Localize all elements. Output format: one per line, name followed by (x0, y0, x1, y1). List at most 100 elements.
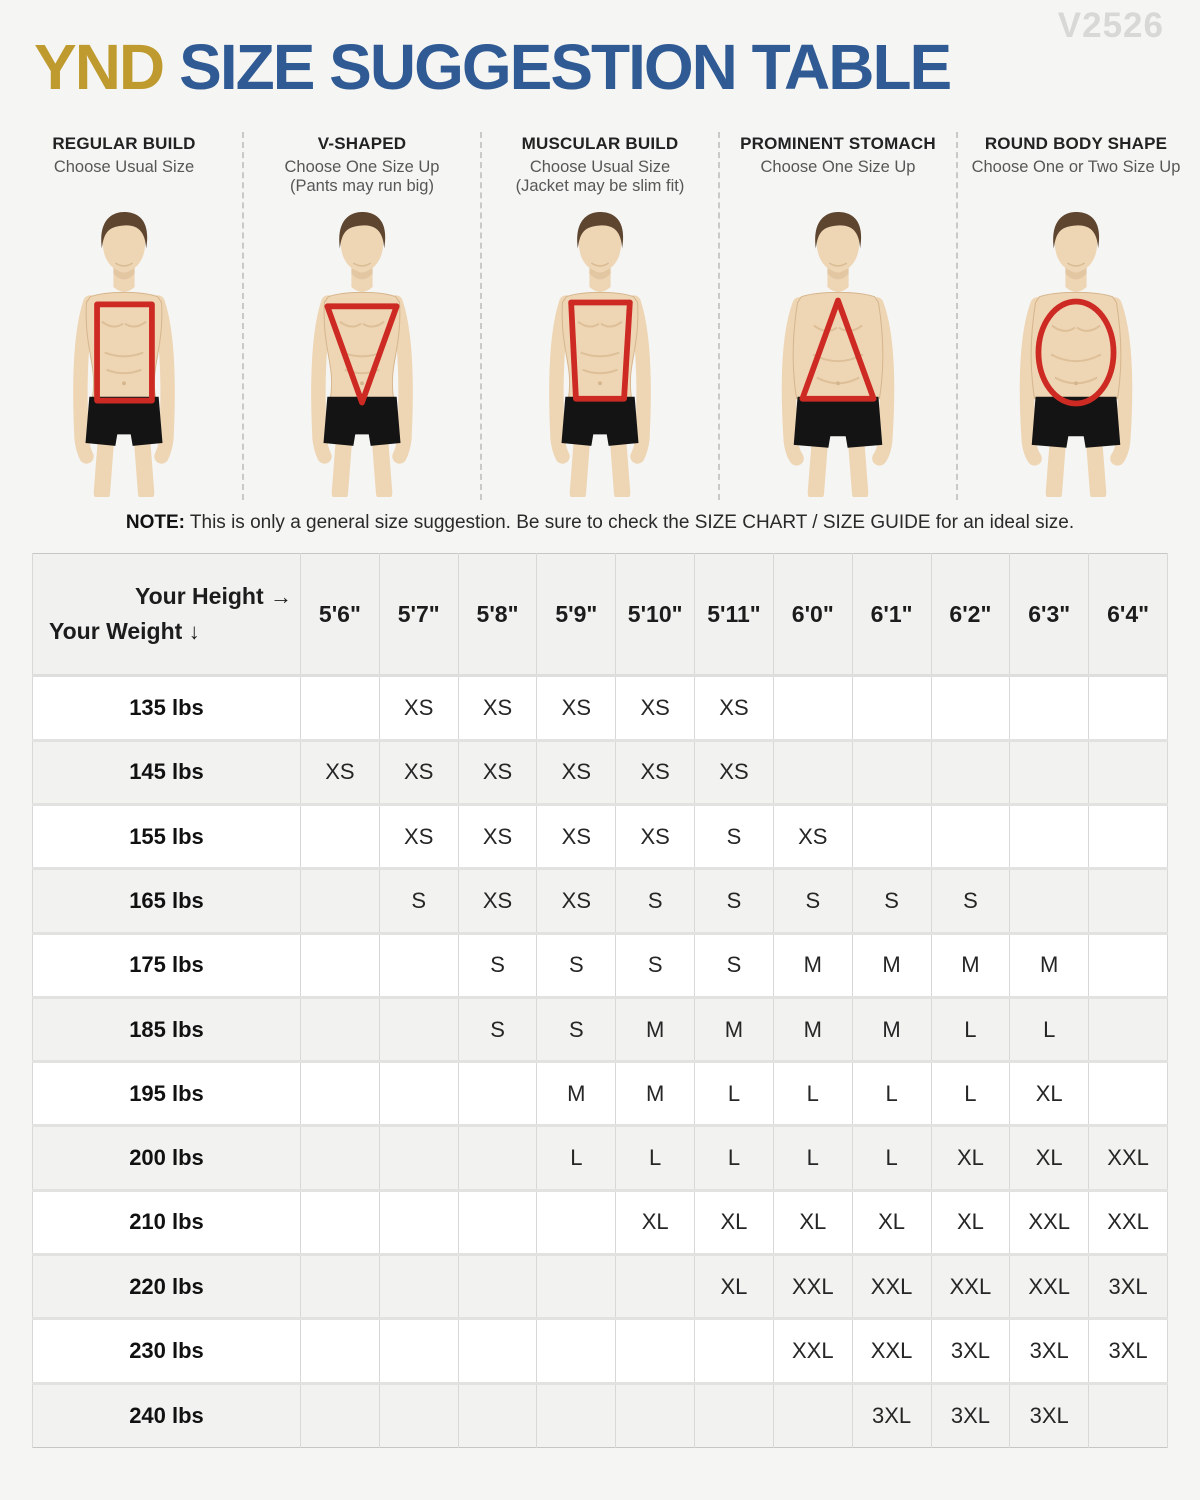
note-text: This is only a general size suggestion. … (189, 512, 1075, 534)
body-type-title: PROMINENT STOMACH (740, 134, 936, 154)
size-cell (457, 1383, 538, 1448)
body-type-note (962, 177, 1190, 200)
leg (134, 435, 155, 498)
head (816, 216, 860, 273)
size-cell: M (536, 1061, 617, 1126)
body-type-title: MUSCULAR BUILD (521, 134, 679, 154)
boxer-shorts (323, 397, 401, 447)
hair (577, 212, 624, 249)
size-cell (457, 1061, 538, 1126)
body-type-title: V-SHAPED (317, 134, 407, 154)
size-cell: XL (930, 1190, 1011, 1255)
size-cell (1009, 804, 1090, 869)
size-cell: M (930, 933, 1011, 998)
size-cell (1088, 933, 1168, 998)
size-cell: L (536, 1125, 617, 1191)
size-cell: L (930, 997, 1011, 1062)
weight-label: 230 lbs (32, 1318, 301, 1384)
torso (1030, 292, 1122, 400)
table-corner-cell: Your Height → Your Weight ↓ (32, 553, 301, 676)
size-cell: XXL (851, 1318, 932, 1384)
size-cell: 3XL (1009, 1383, 1090, 1448)
torso (323, 292, 401, 400)
size-cell: XXL (772, 1318, 853, 1384)
size-cell (694, 1318, 774, 1384)
weight-label: 220 lbs (32, 1254, 301, 1319)
size-cell: S (694, 868, 774, 934)
size-cell: XL (694, 1190, 774, 1255)
weight-label: 135 lbs (32, 675, 301, 741)
head (1054, 216, 1098, 273)
weight-label: 185 lbs (32, 997, 301, 1062)
size-cell: XXL (772, 1254, 853, 1319)
height-axis-label: Your Height → (134, 583, 292, 610)
size-cell: 3XL (1009, 1318, 1090, 1384)
size-cell: XL (1009, 1125, 1090, 1191)
size-suggestion-table: Your Height → Your Weight ↓ 5'6" 5'7" 5'8"… (32, 553, 1168, 1448)
body-type-note: (Pants may run big) (290, 177, 434, 196)
body-type-section: ROUND BODY SHAPE Choose One or Two Size … (956, 132, 1194, 501)
size-cell (1088, 1061, 1168, 1126)
body-figure-box (962, 208, 1190, 500)
size-cell: L (615, 1125, 696, 1191)
weight-label: 175 lbs (32, 933, 301, 998)
torso (561, 292, 639, 400)
leg (1086, 435, 1107, 498)
size-cell: XS (300, 740, 380, 805)
leg (610, 435, 631, 498)
size-cell: L (1009, 997, 1090, 1062)
size-cell (300, 1383, 380, 1448)
size-cell (300, 868, 380, 934)
hair (339, 212, 386, 249)
size-cell: S (457, 933, 538, 998)
height-header: 5'11" (694, 553, 774, 676)
boxer-shorts (1031, 397, 1121, 449)
size-cell: M (694, 997, 774, 1062)
size-cell: L (694, 1061, 774, 1126)
size-cell (694, 1383, 774, 1448)
size-cell (930, 675, 1011, 741)
body-types-row: REGULAR BUILD Choose Usual Size V-SHAPED… (6, 132, 1194, 501)
size-cell: XS (615, 675, 696, 741)
rectangle-overlay (94, 301, 155, 404)
size-cell: XS (378, 740, 459, 805)
size-cell: XS (772, 804, 853, 869)
size-cell (1088, 868, 1168, 934)
size-cell: XS (615, 804, 696, 869)
table-row: 165 lbs S XS XS S S S S S (32, 868, 1168, 934)
table-header-row: Your Height → Your Weight ↓ 5'6" 5'7" 5'8"… (32, 553, 1168, 676)
inverted-triangle-overlay (324, 303, 400, 406)
height-header: 6'3" (1009, 553, 1090, 676)
weight-label: 165 lbs (32, 868, 301, 934)
leg (807, 435, 828, 498)
size-cell: XS (536, 804, 617, 869)
size-cell: 3XL (930, 1318, 1011, 1384)
size-cell: 3XL (930, 1383, 1011, 1448)
size-cell: L (772, 1061, 853, 1126)
height-header: 5'9" (536, 553, 617, 676)
height-header: 5'6" (300, 553, 380, 676)
size-cell: S (536, 933, 617, 998)
size-cell (1009, 740, 1090, 805)
body-figure (1019, 212, 1133, 498)
size-cell: XXL (930, 1254, 1011, 1319)
size-cell (378, 1254, 459, 1319)
size-cell (930, 804, 1011, 869)
weight-label: 155 lbs (32, 804, 301, 869)
size-cell (300, 1254, 380, 1319)
size-cell (851, 740, 932, 805)
size-cell: L (930, 1061, 1011, 1126)
size-cell (1088, 997, 1168, 1062)
size-cell (457, 1190, 538, 1255)
size-cell (300, 1061, 380, 1126)
size-cell (615, 1254, 696, 1319)
leg (372, 435, 393, 498)
size-cell (536, 1254, 617, 1319)
size-cell (772, 675, 853, 741)
size-cell: L (851, 1125, 932, 1191)
size-cell (300, 1190, 380, 1255)
weight-label: 195 lbs (32, 1061, 301, 1126)
size-cell (772, 740, 853, 805)
size-cell (536, 1190, 617, 1255)
table-row: 175 lbs S S S S M M M M (32, 933, 1168, 998)
